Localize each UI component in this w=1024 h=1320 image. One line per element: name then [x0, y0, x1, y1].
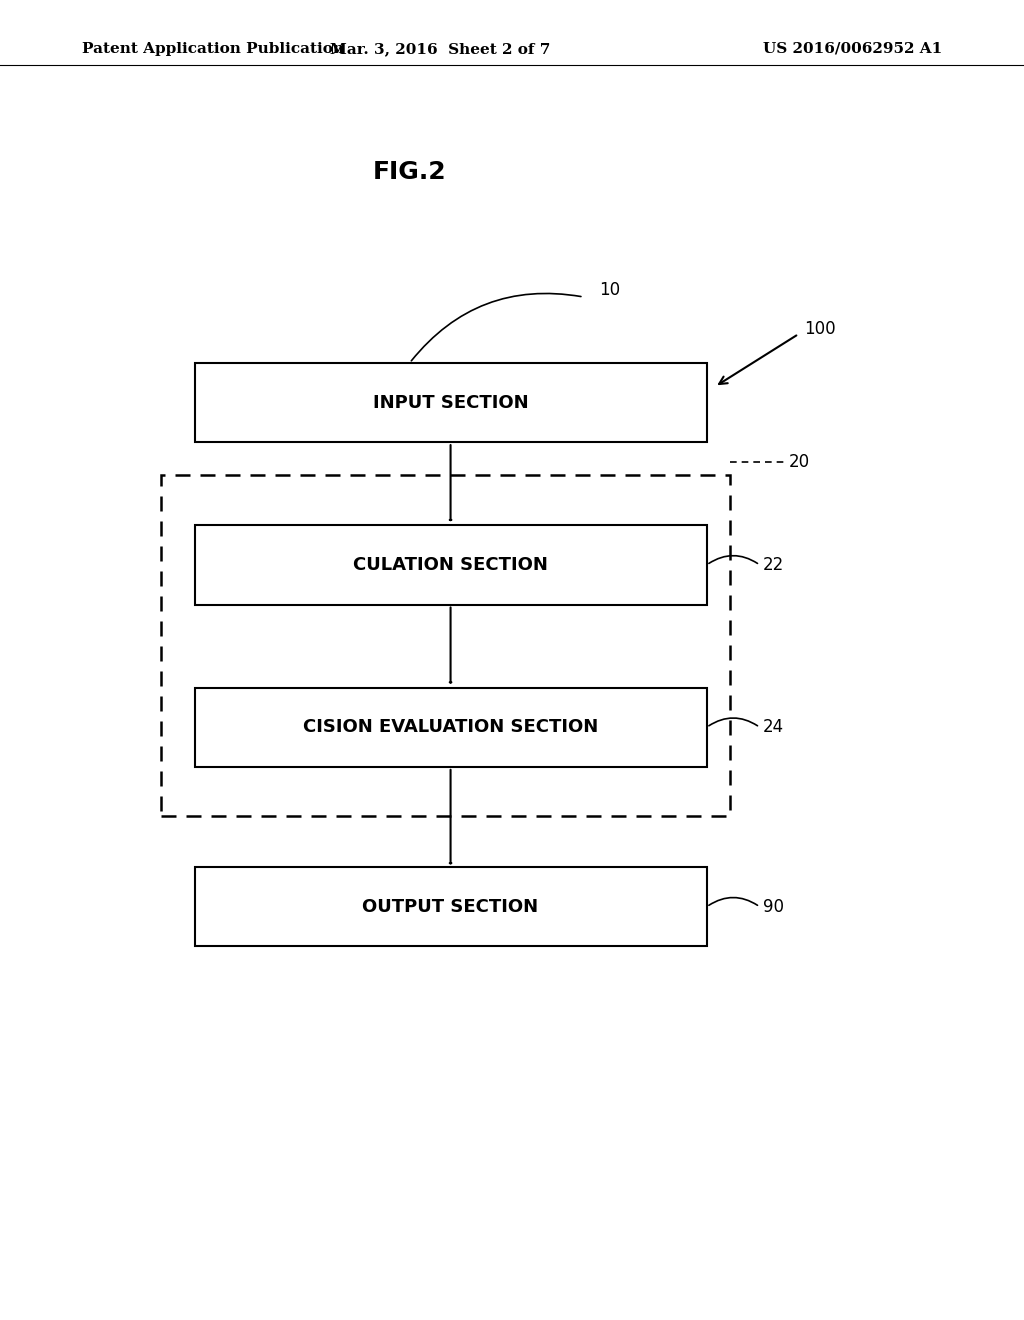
Text: CULATION SECTION: CULATION SECTION [353, 556, 548, 574]
Text: Mar. 3, 2016  Sheet 2 of 7: Mar. 3, 2016 Sheet 2 of 7 [330, 42, 551, 55]
FancyBboxPatch shape [195, 363, 707, 442]
Text: Patent Application Publication: Patent Application Publication [82, 42, 344, 55]
Text: OUTPUT SECTION: OUTPUT SECTION [362, 898, 539, 916]
FancyBboxPatch shape [195, 525, 707, 605]
Text: 22: 22 [763, 556, 784, 574]
Text: 100: 100 [804, 319, 836, 338]
Text: 24: 24 [763, 718, 784, 737]
Text: FIG.2: FIG.2 [373, 160, 446, 183]
Text: 20: 20 [790, 453, 810, 471]
Text: INPUT SECTION: INPUT SECTION [373, 393, 528, 412]
FancyBboxPatch shape [195, 688, 707, 767]
Text: CISION EVALUATION SECTION: CISION EVALUATION SECTION [303, 718, 598, 737]
FancyBboxPatch shape [195, 867, 707, 946]
Text: US 2016/0062952 A1: US 2016/0062952 A1 [763, 42, 942, 55]
Text: 90: 90 [763, 898, 784, 916]
Text: 10: 10 [599, 281, 621, 300]
